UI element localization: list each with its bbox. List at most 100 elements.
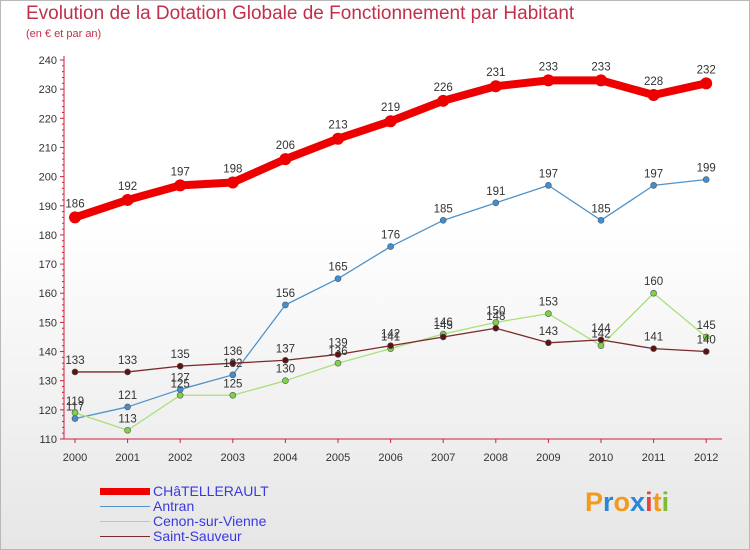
data-label: 150 — [486, 305, 505, 317]
data-label: 148 — [486, 311, 505, 323]
data-label: 145 — [697, 320, 716, 332]
data-label: 136 — [223, 346, 242, 358]
x-tick-label: 2010 — [589, 452, 613, 464]
data-label: 198 — [223, 163, 242, 175]
chart-subtitle: (en € et par an) — [26, 28, 102, 40]
legend-label-antran: Antran — [153, 498, 195, 514]
data-point — [282, 377, 289, 384]
logo-letter: r — [603, 487, 614, 517]
data-point — [650, 182, 657, 189]
data-label: 141 — [644, 332, 663, 344]
data-label: 127 — [171, 372, 190, 384]
logo-letter: o — [613, 487, 631, 517]
data-point — [597, 336, 605, 344]
data-point — [650, 345, 657, 352]
y-tick-label: 180 — [39, 230, 57, 242]
data-point — [334, 351, 342, 358]
data-point — [700, 77, 713, 90]
y-tick-label: 230 — [39, 84, 57, 96]
x-tick-label: 2002 — [168, 452, 192, 464]
data-label: 228 — [644, 76, 663, 88]
data-label: 139 — [328, 337, 347, 349]
data-label: 156 — [276, 288, 295, 300]
data-label: 165 — [328, 262, 347, 274]
series-line-ch-tellerault — [71, 76, 711, 222]
x-tick-label: 2007 — [431, 452, 455, 464]
y-tick-label: 170 — [39, 259, 57, 271]
data-point — [650, 289, 657, 297]
x-tick-label: 2012 — [694, 452, 718, 464]
legend-label-saint-sauveur: Saint-Sauveur — [153, 528, 242, 544]
proxiti-logo: Proxiti — [585, 487, 669, 518]
data-label: 117 — [66, 402, 84, 414]
data-label: 133 — [118, 355, 137, 367]
data-point — [332, 132, 344, 145]
logo-letter: P — [585, 487, 604, 517]
data-point — [647, 88, 660, 101]
data-label: 135 — [171, 349, 190, 361]
data-point — [384, 115, 397, 128]
data-point — [229, 391, 237, 399]
data-point — [437, 94, 450, 107]
data-label: 143 — [539, 326, 558, 338]
x-tick-label: 2000 — [63, 452, 87, 464]
data-label: 233 — [591, 61, 610, 73]
y-tick-label: 200 — [39, 172, 57, 184]
legend-swatch-cenon — [100, 521, 150, 522]
data-point — [439, 217, 447, 224]
x-tick-label: 2009 — [536, 452, 560, 464]
data-point — [71, 409, 79, 417]
y-tick-label: 220 — [39, 113, 57, 125]
data-point — [492, 324, 500, 332]
data-label: 185 — [591, 203, 610, 215]
x-tick-label: 2006 — [378, 452, 402, 464]
data-point — [71, 415, 79, 422]
data-label: 146 — [434, 317, 453, 329]
x-tick-label: 2008 — [484, 452, 508, 464]
data-label: 153 — [539, 297, 558, 309]
data-point — [229, 359, 237, 367]
data-point — [279, 153, 292, 166]
series-line-cenon-sur-vienne — [74, 292, 707, 431]
data-point — [176, 362, 184, 370]
data-label: 197 — [539, 168, 558, 180]
data-label: 144 — [591, 323, 611, 335]
y-tick-label: 140 — [39, 347, 57, 359]
logo-letter: t — [652, 487, 662, 517]
data-label: 192 — [118, 181, 137, 193]
data-label: 213 — [328, 120, 347, 132]
data-label: 176 — [381, 230, 400, 242]
data-point — [69, 211, 81, 224]
y-tick-label: 130 — [39, 376, 57, 388]
data-label: 140 — [697, 335, 716, 347]
logo-letter: i — [645, 487, 653, 517]
data-point — [595, 74, 607, 87]
data-point — [334, 275, 342, 282]
y-tick-label: 160 — [39, 288, 57, 300]
x-tick-label: 2003 — [221, 452, 245, 464]
data-point — [282, 301, 289, 309]
data-point — [124, 368, 131, 376]
data-point — [545, 310, 552, 317]
y-tick-label: 210 — [39, 142, 57, 154]
data-label: 219 — [381, 102, 400, 114]
data-point — [545, 339, 552, 347]
data-label: 113 — [118, 413, 136, 425]
data-point — [121, 193, 134, 206]
data-label: 233 — [539, 61, 558, 73]
y-tick-label: 240 — [39, 55, 57, 67]
legend-swatch-antran — [100, 506, 150, 507]
data-label: 199 — [697, 163, 716, 175]
data-label: 191 — [486, 186, 505, 198]
data-point — [176, 391, 184, 399]
logo-letter: x — [630, 487, 646, 517]
legend-swatch-saint-sauveur — [100, 536, 150, 537]
y-tick-label: 120 — [39, 405, 57, 417]
x-tick-label: 2005 — [326, 452, 350, 464]
data-point — [545, 182, 552, 189]
data-label: 160 — [644, 276, 663, 288]
data-label: 142 — [591, 329, 610, 341]
data-label: 141 — [381, 332, 400, 344]
